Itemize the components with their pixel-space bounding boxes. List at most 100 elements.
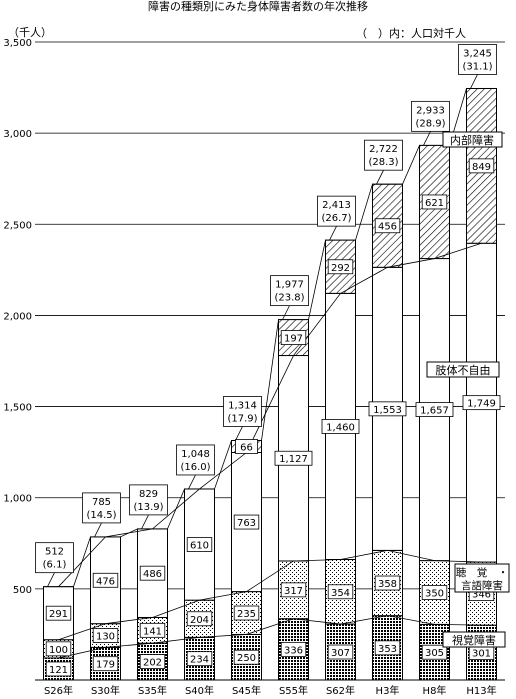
total-box bbox=[223, 396, 262, 427]
x-axis: S26年 S30年 S35年 S40年 S45年 S55年 S62年 H3年 H8年 H13年 bbox=[44, 684, 497, 697]
label-hearing-box bbox=[92, 628, 119, 643]
label-hearing-box bbox=[280, 582, 307, 598]
total-value: 829 bbox=[139, 489, 158, 500]
y-tick-label: 2,000 bbox=[3, 311, 32, 322]
data-labels: 121 100 291 179 130 476 202 141 486 234 204 610 250 2… bbox=[35, 44, 501, 677]
label-physical-box bbox=[45, 605, 72, 621]
total-leader-line bbox=[329, 225, 337, 241]
rate-value: (13.9) bbox=[133, 502, 163, 513]
rate-note: （ ）内：人口対千人 bbox=[356, 26, 466, 40]
label-physical-box bbox=[462, 395, 501, 411]
label-visual: 307 bbox=[331, 648, 350, 659]
total-box bbox=[176, 444, 215, 476]
total-leader-line bbox=[94, 522, 102, 538]
label-visual: 202 bbox=[143, 658, 162, 669]
rate-value: (28.9) bbox=[415, 118, 445, 129]
total-leader-line bbox=[282, 305, 290, 320]
legend-hearing-label-1: 聴 覚 ・ bbox=[456, 566, 509, 579]
label-physical: 763 bbox=[237, 518, 256, 529]
x-tick-label: H8年 bbox=[423, 684, 447, 697]
label-visual: 353 bbox=[378, 644, 397, 655]
total-leader-line bbox=[423, 131, 431, 146]
total-box bbox=[35, 542, 74, 574]
x-tick-label: H13年 bbox=[466, 684, 496, 697]
label-visual: 305 bbox=[425, 648, 444, 659]
x-tick-label: S55年 bbox=[279, 684, 308, 697]
y-tick-label: 3,500 bbox=[3, 38, 32, 49]
rate-value: (6.1) bbox=[43, 560, 67, 571]
label-physical-box bbox=[139, 565, 166, 581]
label-visual-box bbox=[45, 661, 72, 677]
legend-physical-box bbox=[426, 361, 500, 378]
label-hearing: 350 bbox=[425, 589, 444, 600]
label-visual-box bbox=[233, 649, 260, 665]
total-value: 2,933 bbox=[416, 105, 445, 116]
label-hearing-box bbox=[233, 605, 260, 621]
label-hearing: 358 bbox=[378, 579, 397, 590]
x-tick-label: S40年 bbox=[185, 684, 214, 697]
label-visual: 250 bbox=[237, 653, 256, 664]
label-physical: 610 bbox=[190, 541, 209, 552]
label-physical-box bbox=[415, 402, 454, 417]
total-value: 785 bbox=[92, 497, 111, 508]
legend-internal-label: 内部障害 bbox=[450, 133, 494, 147]
label-internal-box bbox=[280, 330, 307, 345]
label-physical-box bbox=[233, 514, 260, 530]
total-leader-line bbox=[470, 74, 478, 89]
label-visual: 179 bbox=[96, 660, 115, 671]
label-physical: 1,553 bbox=[373, 405, 402, 416]
label-visual: 336 bbox=[284, 645, 303, 656]
y-tick-label: 2,500 bbox=[3, 220, 32, 231]
label-physical: 1,657 bbox=[420, 406, 449, 417]
label-physical: 1,749 bbox=[467, 399, 496, 410]
label-physical: 476 bbox=[96, 576, 115, 587]
total-box bbox=[129, 484, 168, 516]
label-visual-box bbox=[280, 641, 307, 657]
label-hearing-box bbox=[186, 611, 213, 627]
x-tick-label: S26年 bbox=[44, 684, 73, 697]
legend-internal-box bbox=[442, 131, 503, 148]
rate-value: (17.9) bbox=[227, 413, 257, 424]
x-tick-label: S30年 bbox=[91, 684, 120, 697]
label-hearing: 317 bbox=[284, 586, 303, 597]
label-hearing: 100 bbox=[49, 645, 68, 656]
label-hearing-box bbox=[421, 585, 448, 600]
label-hearing-box bbox=[139, 622, 166, 638]
total-leader-line bbox=[376, 170, 384, 185]
total-box bbox=[411, 100, 450, 132]
total-value: 3,245 bbox=[463, 48, 492, 59]
label-internal: 292 bbox=[331, 263, 350, 274]
total-value: 1,977 bbox=[275, 280, 304, 291]
label-physical-box bbox=[274, 450, 313, 466]
total-box bbox=[317, 195, 356, 227]
label-visual-box bbox=[139, 654, 166, 669]
label-physical: 1,460 bbox=[326, 422, 355, 433]
label-internal: 456 bbox=[378, 222, 397, 233]
label-internal: 621 bbox=[425, 198, 444, 209]
label-internal-box bbox=[327, 259, 354, 275]
label-visual: 301 bbox=[472, 649, 491, 660]
total-box bbox=[82, 492, 121, 524]
x-tick-label: H3年 bbox=[376, 684, 400, 697]
total-leader-line bbox=[47, 572, 55, 587]
x-tick-label: S62年 bbox=[326, 684, 355, 697]
label-internal-box bbox=[374, 218, 401, 234]
rate-value: (23.8) bbox=[274, 293, 304, 304]
rate-value: (31.1) bbox=[462, 61, 492, 72]
total-value: 512 bbox=[45, 547, 64, 558]
y-axis: 500 1,000 1,500 2,000 2,500 3,000 3,500 bbox=[3, 38, 32, 596]
x-tick-label: S35年 bbox=[138, 684, 167, 697]
label-physical-box bbox=[321, 419, 360, 434]
label-physical: 486 bbox=[143, 569, 162, 580]
label-visual-box bbox=[421, 644, 448, 660]
chart-title: 障害の種類別にみた身体障害者数の年次推移 bbox=[148, 0, 368, 13]
rate-value: (16.0) bbox=[180, 462, 210, 473]
label-visual-box bbox=[327, 644, 354, 660]
total-value: 2,413 bbox=[322, 200, 351, 211]
total-value: 2,722 bbox=[369, 144, 398, 155]
legend-hearing-label-2: 言語障害 bbox=[461, 579, 503, 592]
label-physical: 291 bbox=[49, 609, 68, 620]
total-leader-line bbox=[188, 474, 196, 490]
label-physical-box bbox=[92, 572, 119, 588]
label-internal: 197 bbox=[284, 334, 303, 345]
